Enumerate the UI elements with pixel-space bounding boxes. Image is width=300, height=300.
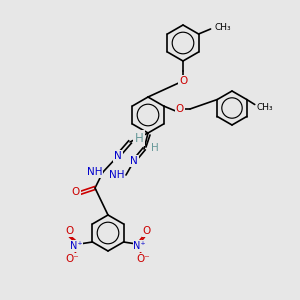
Text: O⁻: O⁻ (137, 254, 151, 264)
Text: CH₃: CH₃ (214, 22, 231, 32)
Text: N⁺: N⁺ (70, 241, 83, 251)
Text: O: O (72, 187, 80, 197)
Text: O: O (65, 226, 74, 236)
Text: O: O (176, 104, 184, 114)
Text: H: H (135, 131, 143, 145)
Text: NH: NH (109, 170, 124, 180)
Text: CH₃: CH₃ (257, 103, 273, 112)
Text: N: N (130, 156, 138, 166)
Text: O: O (179, 76, 187, 86)
Text: O⁻: O⁻ (65, 254, 79, 264)
Text: H: H (151, 143, 159, 153)
Text: O: O (142, 226, 151, 236)
Text: N: N (114, 151, 122, 161)
Text: N⁺: N⁺ (133, 241, 146, 251)
Text: NH: NH (86, 167, 102, 177)
